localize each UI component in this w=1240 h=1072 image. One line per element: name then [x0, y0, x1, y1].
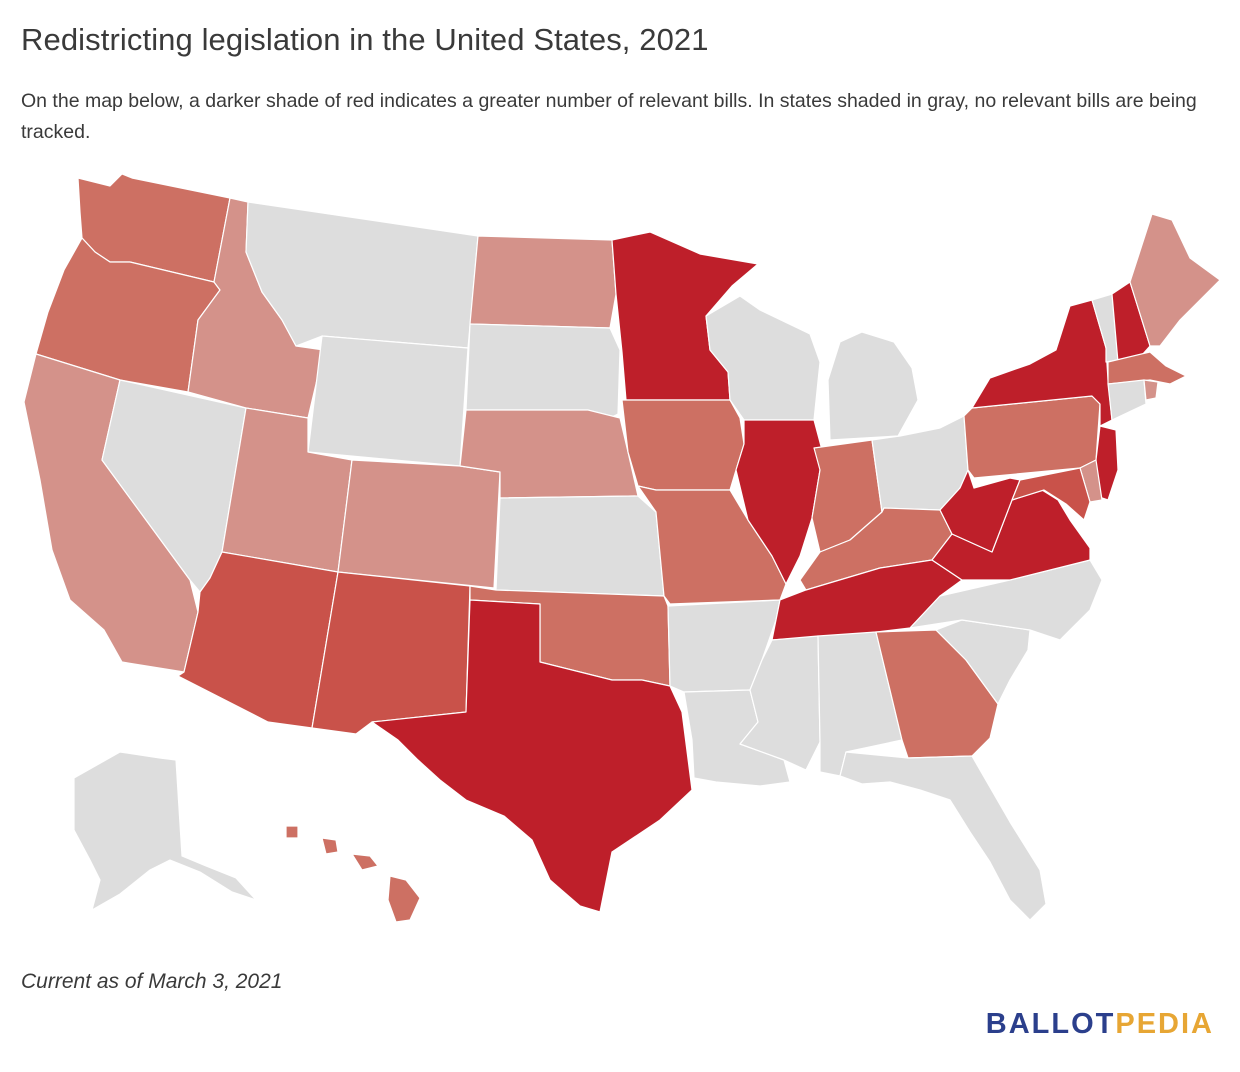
- state-florida[interactable]: [839, 751, 1047, 921]
- state-hawaii-oahu[interactable]: [321, 837, 339, 855]
- state-illinois[interactable]: [735, 419, 823, 585]
- state-north-dakota[interactable]: [469, 235, 617, 329]
- footnote-date: Current as of March 3, 2021: [21, 970, 283, 993]
- state-michigan[interactable]: [827, 331, 919, 441]
- ballotpedia-logo: BALLOTPEDIA: [986, 1008, 1214, 1041]
- state-alaska[interactable]: [73, 751, 257, 911]
- state-west-virginia[interactable]: [939, 469, 1021, 553]
- state-pennsylvania[interactable]: [963, 395, 1101, 479]
- state-rhode-island[interactable]: [1143, 379, 1159, 401]
- state-colorado[interactable]: [337, 459, 501, 589]
- state-south-dakota[interactable]: [465, 323, 621, 419]
- state-texas[interactable]: [371, 599, 693, 913]
- state-wyoming[interactable]: [307, 335, 469, 467]
- state-hawaii-maui[interactable]: [351, 853, 379, 871]
- us-choropleth-map: [23, 173, 1221, 923]
- logo-part-pedia: PEDIA: [1115, 1008, 1214, 1040]
- map-subtitle: On the map below, a darker shade of red …: [21, 90, 1197, 143]
- logo-part-ballot: BALLOT: [985, 1008, 1116, 1040]
- state-connecticut[interactable]: [1107, 379, 1147, 421]
- state-maine[interactable]: [1129, 213, 1221, 347]
- state-maryland[interactable]: [1011, 467, 1091, 521]
- state-mississippi[interactable]: [739, 635, 821, 771]
- state-tennessee[interactable]: [771, 559, 963, 641]
- state-kansas[interactable]: [495, 495, 665, 597]
- state-iowa[interactable]: [621, 399, 745, 491]
- state-hawaii-kauai[interactable]: [285, 825, 299, 839]
- state-north-carolina[interactable]: [909, 559, 1103, 641]
- state-new-mexico[interactable]: [311, 571, 471, 735]
- map-title: Redistricting legislation in the United …: [21, 22, 709, 57]
- state-hawaii[interactable]: [387, 875, 421, 923]
